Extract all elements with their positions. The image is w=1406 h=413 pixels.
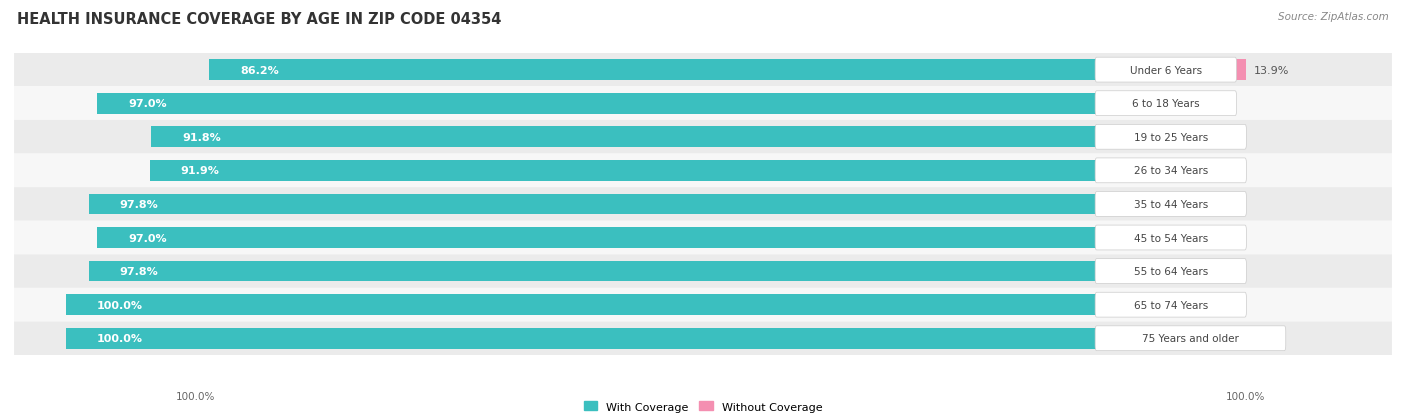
Text: HEALTH INSURANCE COVERAGE BY AGE IN ZIP CODE 04354: HEALTH INSURANCE COVERAGE BY AGE IN ZIP … bbox=[17, 12, 502, 27]
Text: 19 to 25 Years: 19 to 25 Years bbox=[1133, 133, 1208, 142]
FancyBboxPatch shape bbox=[14, 221, 1392, 255]
Bar bbox=[1102, 127, 1187, 148]
Text: 2.2%: 2.2% bbox=[1133, 199, 1161, 209]
Bar bbox=[89, 261, 1102, 282]
FancyBboxPatch shape bbox=[14, 188, 1392, 221]
FancyBboxPatch shape bbox=[1095, 326, 1285, 351]
Bar bbox=[89, 194, 1102, 215]
Bar bbox=[1102, 94, 1133, 114]
Text: 2.2%: 2.2% bbox=[1133, 266, 1161, 276]
FancyBboxPatch shape bbox=[14, 255, 1392, 288]
FancyBboxPatch shape bbox=[1095, 159, 1246, 183]
Text: 100.0%: 100.0% bbox=[97, 300, 143, 310]
Text: Source: ZipAtlas.com: Source: ZipAtlas.com bbox=[1278, 12, 1389, 22]
Bar bbox=[97, 94, 1102, 114]
Bar bbox=[1102, 161, 1185, 181]
FancyBboxPatch shape bbox=[1095, 192, 1246, 217]
Text: 45 to 54 Years: 45 to 54 Years bbox=[1133, 233, 1208, 243]
Bar bbox=[1102, 194, 1125, 215]
Text: 97.8%: 97.8% bbox=[120, 199, 159, 209]
Text: 91.8%: 91.8% bbox=[181, 133, 221, 142]
Bar bbox=[97, 228, 1102, 248]
FancyBboxPatch shape bbox=[1095, 259, 1246, 284]
Text: 0.0%: 0.0% bbox=[1111, 300, 1139, 310]
FancyBboxPatch shape bbox=[1095, 58, 1236, 83]
FancyBboxPatch shape bbox=[14, 154, 1392, 188]
Text: 97.0%: 97.0% bbox=[128, 99, 167, 109]
FancyBboxPatch shape bbox=[1095, 92, 1236, 116]
Text: 75 Years and older: 75 Years and older bbox=[1142, 333, 1239, 344]
Text: 97.8%: 97.8% bbox=[120, 266, 159, 276]
Bar bbox=[209, 60, 1102, 81]
Text: 3.0%: 3.0% bbox=[1142, 99, 1170, 109]
Text: 8.1%: 8.1% bbox=[1194, 166, 1222, 176]
FancyBboxPatch shape bbox=[14, 87, 1392, 121]
Text: 35 to 44 Years: 35 to 44 Years bbox=[1133, 199, 1208, 209]
FancyBboxPatch shape bbox=[1095, 292, 1246, 317]
FancyBboxPatch shape bbox=[14, 288, 1392, 322]
Text: 91.9%: 91.9% bbox=[181, 166, 219, 176]
Text: 8.2%: 8.2% bbox=[1195, 133, 1223, 142]
Bar bbox=[1102, 228, 1133, 248]
Text: 100.0%: 100.0% bbox=[1226, 392, 1265, 401]
Text: 3.0%: 3.0% bbox=[1142, 233, 1170, 243]
Legend: With Coverage, Without Coverage: With Coverage, Without Coverage bbox=[579, 396, 827, 413]
Text: 13.9%: 13.9% bbox=[1254, 65, 1289, 76]
Bar bbox=[66, 328, 1102, 349]
FancyBboxPatch shape bbox=[14, 322, 1392, 355]
Bar bbox=[1102, 261, 1125, 282]
Text: 55 to 64 Years: 55 to 64 Years bbox=[1133, 266, 1208, 276]
Text: 100.0%: 100.0% bbox=[97, 333, 143, 344]
FancyBboxPatch shape bbox=[14, 54, 1392, 87]
Text: 0.0%: 0.0% bbox=[1111, 333, 1139, 344]
Text: 6 to 18 Years: 6 to 18 Years bbox=[1132, 99, 1199, 109]
Bar bbox=[150, 161, 1102, 181]
Bar bbox=[66, 294, 1102, 315]
Text: 86.2%: 86.2% bbox=[240, 65, 278, 76]
Bar bbox=[150, 127, 1102, 148]
Bar bbox=[1102, 60, 1246, 81]
Text: 26 to 34 Years: 26 to 34 Years bbox=[1133, 166, 1208, 176]
Text: 65 to 74 Years: 65 to 74 Years bbox=[1133, 300, 1208, 310]
Text: Under 6 Years: Under 6 Years bbox=[1130, 65, 1202, 76]
FancyBboxPatch shape bbox=[1095, 225, 1246, 250]
FancyBboxPatch shape bbox=[1095, 125, 1246, 150]
Text: 100.0%: 100.0% bbox=[176, 392, 215, 401]
Text: 97.0%: 97.0% bbox=[128, 233, 167, 243]
FancyBboxPatch shape bbox=[14, 121, 1392, 154]
